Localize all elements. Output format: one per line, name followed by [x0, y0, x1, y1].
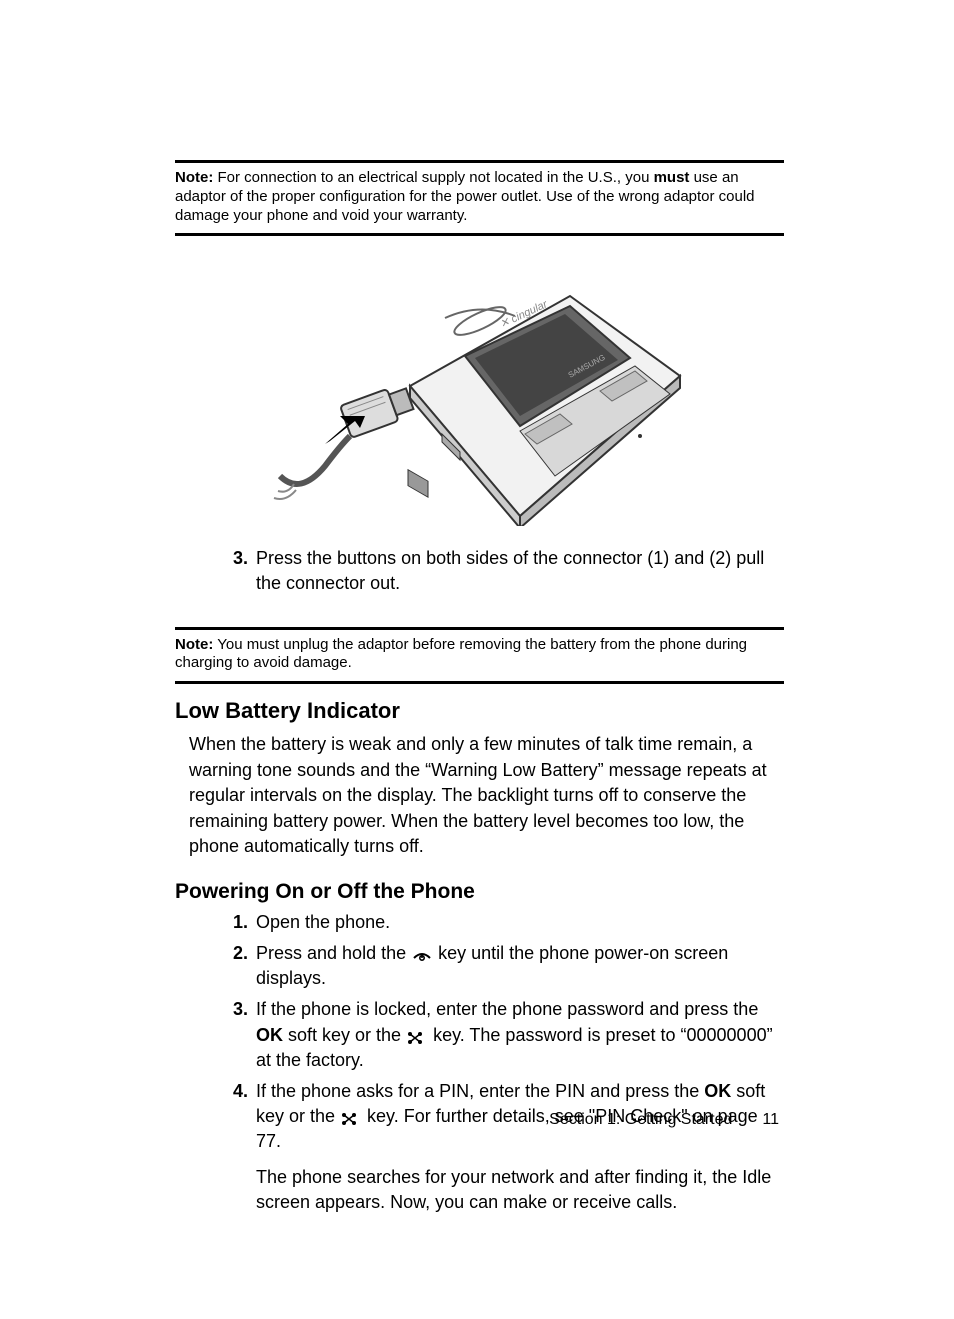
p2-num: 2.: [220, 941, 248, 991]
note2-text: You must unplug the adaptor before remov…: [175, 636, 747, 672]
document-page: Note: For connection to an electrical su…: [0, 0, 954, 1319]
power-step-2: 2. Press and hold the key until the phon…: [220, 941, 784, 991]
phone-connector-illustration: ✕ cingular SAMSUNG: [175, 266, 784, 526]
end-key-icon: [411, 946, 433, 962]
p4-continuation: The phone searches for your network and …: [256, 1165, 784, 1216]
rule-mid-1: [175, 627, 784, 630]
x-key-icon: [406, 1028, 428, 1044]
p4-a: If the phone asks for a PIN, enter the P…: [256, 1081, 704, 1101]
note2-prefix: Note:: [175, 636, 213, 653]
x-key-icon-2: [340, 1109, 362, 1125]
footer-page-number: 11: [762, 1111, 779, 1128]
p2-text: Press and hold the key until the phone p…: [256, 941, 784, 991]
p4-num: 4.: [220, 1079, 248, 1155]
footer-section: Section 1: Getting Started: [549, 1111, 732, 1128]
p1-text: Open the phone.: [256, 910, 784, 935]
note1-a: For connection to an electrical supply n…: [213, 169, 653, 186]
note1-prefix: Note:: [175, 169, 213, 186]
power-step-3: 3. If the phone is locked, enter the pho…: [220, 997, 784, 1073]
note-adaptor: Note: For connection to an electrical su…: [175, 169, 784, 225]
step3-num: 3.: [220, 546, 248, 596]
note1-must: must: [654, 169, 690, 186]
p1-num: 1.: [220, 910, 248, 935]
step3-text: Press the buttons on both sides of the c…: [256, 546, 784, 596]
low-battery-para: When the battery is weak and only a few …: [189, 732, 784, 860]
p4-ok: OK: [704, 1081, 731, 1101]
note-unplug: Note: You must unplug the adaptor before…: [175, 636, 784, 674]
rule-top-1: [175, 160, 784, 163]
power-step-1: 1. Open the phone.: [220, 910, 784, 935]
page-footer: Section 1: Getting Started 11: [549, 1111, 779, 1129]
p3-a: If the phone is locked, enter the phone …: [256, 999, 758, 1019]
rule-mid-2: [175, 681, 784, 684]
p3-text: If the phone is locked, enter the phone …: [256, 997, 784, 1073]
step-3-row: 3. Press the buttons on both sides of th…: [220, 546, 784, 596]
p2-a: Press and hold the: [256, 943, 411, 963]
heading-low-battery: Low Battery Indicator: [175, 698, 784, 724]
p3-ok: OK: [256, 1025, 283, 1045]
rule-top-2: [175, 233, 784, 236]
heading-powering: Powering On or Off the Phone: [175, 880, 784, 904]
p3-num: 3.: [220, 997, 248, 1073]
p3-b: soft key or the: [283, 1025, 406, 1045]
